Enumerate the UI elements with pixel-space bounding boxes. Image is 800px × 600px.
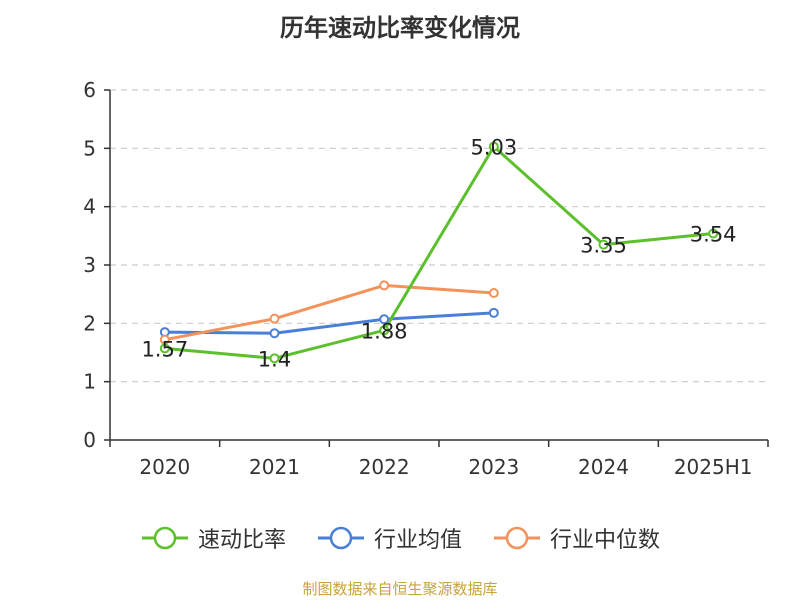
data-point [708, 228, 719, 239]
data-point [269, 313, 280, 324]
data-label: 5.03 [470, 136, 517, 160]
x-tick-label: 2023 [468, 455, 519, 479]
source-note: 制图数据来自恒生聚源数据库 [302, 580, 498, 598]
x-tick-label: 2022 [359, 455, 410, 479]
series-line-0 [164, 145, 714, 360]
chart-title: 历年速动比率变化情况 [280, 14, 520, 42]
data-label: 3.35 [580, 234, 627, 258]
legend-label: 行业中位数 [550, 528, 661, 553]
axes: 0 1 2 3 4 5 6 2020 2021 2022 2023 2024 2025H1 [83, 78, 769, 479]
data-points [159, 141, 719, 364]
legend-item[interactable]: 行业均值 [316, 522, 462, 554]
data-label: 3.54 [690, 223, 737, 247]
x-tick-label: 2025H1 [674, 455, 753, 479]
x-tick-label: 2020 [139, 455, 190, 479]
data-point [379, 280, 390, 291]
y-tick-label: 1 [83, 370, 96, 394]
data-point [488, 288, 499, 298]
data-point [159, 343, 170, 354]
data-labels: 1.57 1.4 1.88 5.03 3.35 3.54 [141, 136, 736, 372]
y-tick-label: 4 [83, 195, 96, 219]
legend-item[interactable]: 行业中位数 [492, 522, 660, 554]
legend-label: 速动比率 [197, 528, 286, 553]
legend-swatch [494, 526, 540, 550]
x-tick-label: 2021 [249, 455, 300, 479]
data-label: 1.57 [141, 337, 188, 361]
series-lines [164, 145, 714, 360]
legend-swatch [317, 526, 364, 550]
data-point [488, 307, 499, 318]
y-tick-label: 2 [83, 311, 96, 335]
legend-swatch [141, 526, 188, 550]
data-point [379, 325, 390, 336]
legend: 速动比率 行业均值 行业中位数 [0, 520, 800, 556]
data-point [598, 239, 609, 250]
data-point [488, 141, 499, 152]
data-point [269, 353, 280, 364]
data-point [269, 328, 280, 339]
x-tick-label: 2024 [578, 455, 629, 479]
y-tick-label: 5 [83, 136, 96, 160]
data-label: 1.4 [258, 347, 291, 371]
data-point [379, 314, 390, 325]
series-line-1 [164, 311, 494, 335]
y-tick-label: 0 [83, 428, 96, 452]
y-tick-label: 6 [83, 78, 96, 102]
y-tick-label: 3 [83, 253, 96, 277]
data-label: 1.88 [361, 319, 408, 343]
series-line-2 [164, 283, 494, 342]
legend-label: 行业均值 [373, 528, 462, 553]
legend-item[interactable]: 速动比率 [140, 522, 286, 554]
